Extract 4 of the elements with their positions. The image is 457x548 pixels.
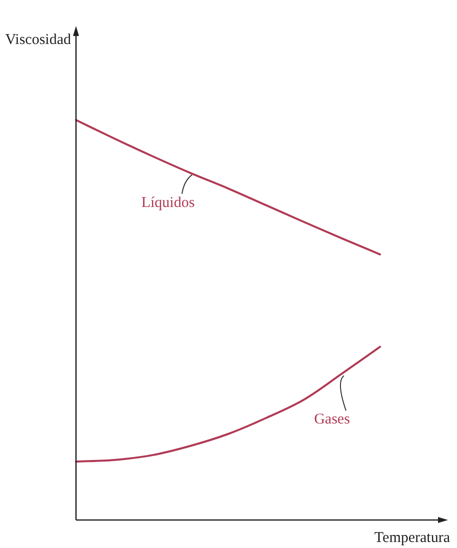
x-axis-title: Temperatura: [374, 530, 450, 546]
series-label: Gases: [314, 412, 350, 428]
series-label: Líquidos: [141, 194, 195, 211]
y-axis-title: Viscosidad: [5, 32, 72, 48]
